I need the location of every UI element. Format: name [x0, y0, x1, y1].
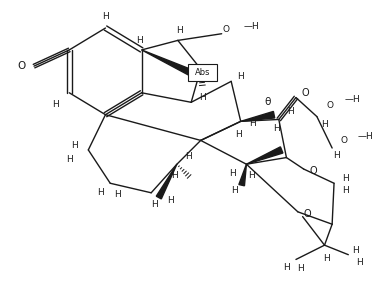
Text: H: H: [232, 187, 238, 195]
Text: O: O: [18, 61, 26, 71]
Text: H: H: [115, 190, 121, 199]
Text: H: H: [172, 171, 178, 180]
Polygon shape: [239, 164, 247, 186]
Text: —H: —H: [358, 132, 373, 141]
Text: θ: θ: [264, 97, 271, 107]
Text: —H: —H: [345, 95, 360, 104]
Text: H: H: [333, 151, 340, 160]
Text: O: O: [304, 209, 311, 219]
Text: H: H: [235, 130, 242, 139]
Text: H: H: [53, 100, 59, 109]
Text: H: H: [102, 12, 109, 21]
Text: H: H: [356, 258, 363, 267]
Polygon shape: [156, 164, 177, 199]
Text: H: H: [66, 155, 73, 164]
Text: O: O: [223, 26, 230, 34]
Text: H: H: [185, 152, 192, 161]
Text: H: H: [176, 26, 183, 35]
Text: O: O: [327, 101, 334, 110]
Text: H: H: [167, 196, 173, 205]
Polygon shape: [241, 111, 275, 121]
Text: H: H: [237, 72, 244, 81]
Text: —H: —H: [244, 22, 259, 31]
Text: O: O: [309, 166, 317, 176]
Text: O: O: [340, 136, 347, 145]
Text: H: H: [151, 200, 159, 209]
Polygon shape: [142, 50, 194, 77]
Text: H: H: [342, 187, 349, 195]
Text: H: H: [352, 247, 359, 255]
Text: H: H: [287, 107, 294, 116]
Text: H: H: [273, 124, 280, 133]
Text: H: H: [249, 119, 256, 128]
Text: H: H: [137, 36, 143, 45]
Text: H: H: [97, 188, 104, 197]
Text: H: H: [229, 169, 235, 178]
Text: H: H: [342, 174, 349, 183]
Text: Abs: Abs: [195, 68, 210, 77]
Text: H: H: [248, 171, 254, 180]
Text: H: H: [321, 120, 328, 129]
Text: H: H: [297, 265, 304, 274]
Polygon shape: [247, 147, 283, 164]
Text: H: H: [199, 93, 206, 102]
Text: H: H: [70, 141, 78, 150]
Text: H: H: [323, 254, 330, 263]
FancyBboxPatch shape: [188, 64, 217, 81]
Text: H: H: [283, 263, 290, 271]
Text: O: O: [302, 88, 309, 98]
